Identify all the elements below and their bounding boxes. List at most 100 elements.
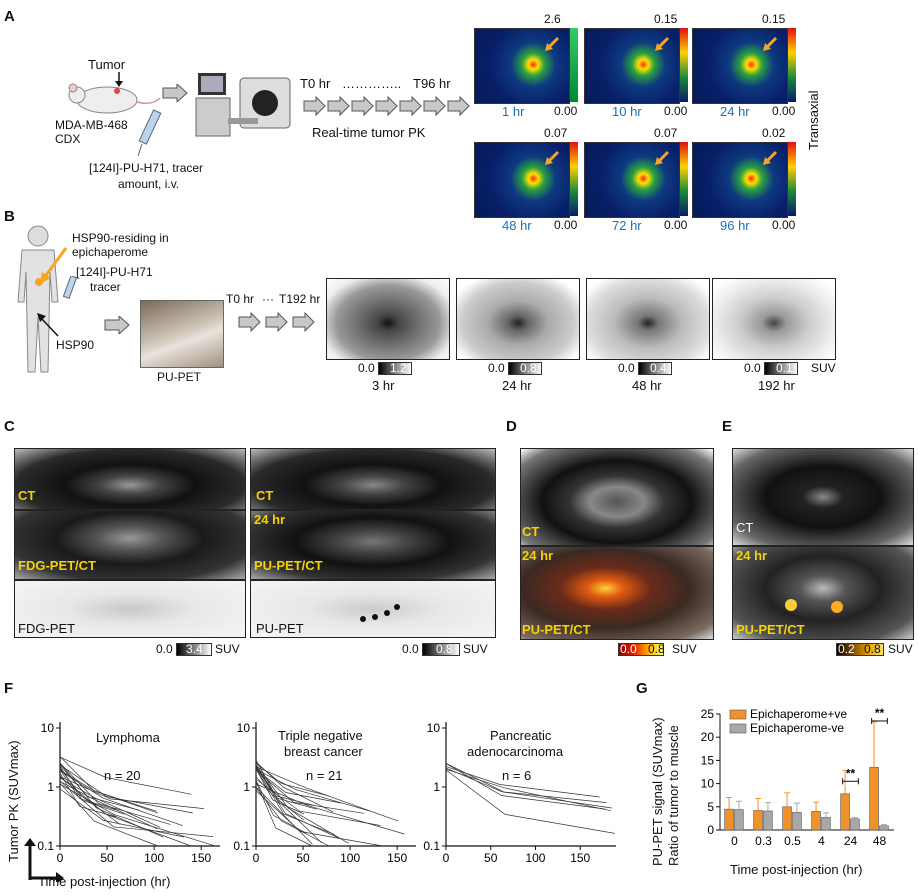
b-scan-min: 0.0: [488, 361, 505, 375]
f-plot3-title2: adenocarcinoma: [467, 744, 564, 759]
f-series-line: [255, 766, 317, 810]
a-scan-min: 0.00: [554, 218, 578, 232]
b-scan-scale-bar: [764, 362, 798, 375]
g-bar: [850, 818, 860, 831]
b-scan-min: 0.0: [744, 361, 761, 375]
b-time-end: T192 hr: [279, 292, 321, 306]
b-scan-scale-bar: [378, 362, 412, 375]
d-ct-image: [520, 448, 714, 546]
c-right-unit: SUV: [463, 642, 488, 656]
mouse-icon: [68, 83, 161, 114]
e-unit: SUV: [888, 642, 913, 656]
c-left-max: 3.4: [186, 642, 203, 656]
b-tracer-label-1: [124I]-PU-H71: [76, 265, 153, 279]
g-y-tick-label: 10: [701, 777, 715, 791]
f-series-line: [255, 768, 305, 815]
b-scan-time: 24 hr: [502, 378, 532, 393]
b-scan-time: 3 hr: [372, 378, 395, 393]
f-series-line: [59, 773, 117, 818]
pet-scanner-icon: [195, 73, 291, 137]
g-ylabel-2: Ratio of tumor to muscle: [666, 725, 681, 866]
f-series-line: [445, 767, 607, 803]
b-scan-scale-bar: [638, 362, 672, 375]
b-scan-image: [326, 278, 450, 360]
f-y-tick-label: 10: [237, 721, 251, 735]
g-bar: [792, 812, 802, 831]
g-ylabel-1: PU-PET signal (SUVmax): [650, 717, 665, 866]
b-epi-label-1: HSP90-residing in: [72, 231, 169, 245]
f-x-tick-label: 0: [57, 851, 64, 865]
e-time-label: 24 hr: [736, 548, 768, 563]
f-series-line: [59, 764, 193, 814]
g-bar: [763, 810, 773, 831]
c-left-fdg-pet-label: FDG-PET: [18, 621, 76, 636]
f-series-line: [255, 781, 313, 847]
f-series-line: [59, 756, 192, 795]
a-scan-min: 0.00: [772, 218, 796, 232]
c-left-fdg-petct-image: [14, 510, 246, 580]
b-scan-min: 0.0: [358, 361, 375, 375]
g-bar: [869, 767, 879, 831]
a-scan-min: 0.00: [772, 104, 796, 118]
e-min: 0.2: [838, 642, 855, 656]
g-y-tick-label: 5: [707, 800, 714, 814]
f-series-line: [255, 769, 370, 812]
f-plot3-title1: Pancreatic: [490, 728, 552, 743]
tracer-label-2: amount, i.v.: [118, 177, 180, 191]
f-series-line: [59, 788, 185, 838]
d-unit: SUV: [672, 642, 697, 656]
g-bar: [782, 806, 792, 831]
c-right-pu-pet-label: PU-PET: [256, 621, 304, 636]
f-series-line: [255, 790, 383, 847]
a-scan-arrow-icon: [763, 36, 778, 51]
f-series-line: [59, 776, 205, 809]
a-time-end: T96 hr: [413, 76, 451, 91]
c-left-ct-image: [14, 448, 246, 510]
c-left-fdg-pet-image: [14, 580, 246, 638]
e-ct-label: CT: [736, 520, 754, 535]
a-time-arrows-icon: [303, 96, 470, 116]
f-series-line: [59, 783, 159, 847]
g-x-tick-label: 0.5: [784, 834, 801, 848]
a-scan-arrow-icon: [545, 150, 560, 165]
a-scan-time: 1 hr: [502, 104, 525, 119]
g-legend-swatch: [729, 709, 747, 720]
c-right-pu-petct-label: PU-PET/CT: [254, 558, 323, 573]
f-y-tick-label: 1: [47, 780, 54, 794]
b-scan-max: 1.2: [390, 361, 407, 375]
f-x-tick-label: 150: [570, 851, 590, 865]
f-series-line: [255, 759, 322, 844]
a-scan-time: 72 hr: [612, 218, 642, 233]
b-hsp90-label: HSP90: [56, 338, 95, 352]
tracer-label-1: [124I]-PU-H71, tracer: [89, 161, 204, 175]
f-axis-arrows-icon: [24, 838, 64, 882]
f-series-line: [255, 768, 335, 835]
a-scan-min: 0.00: [664, 218, 688, 232]
f-y-tick-label: 10: [427, 721, 441, 735]
f-x-tick-label: 100: [340, 851, 360, 865]
a-pk-label: Real-time tumor PK: [312, 125, 426, 140]
syringe-icon: [137, 109, 162, 157]
b-pupet-label: PU-PET: [157, 370, 202, 384]
b-scan-image: [712, 278, 836, 360]
c-right-scale-bar: [422, 643, 460, 656]
panel-label-b: B: [4, 208, 15, 225]
e-max: 0.8: [864, 642, 881, 656]
g-legend-label: Epichaperome-ve: [750, 721, 844, 735]
panel-label-d: D: [506, 418, 517, 435]
b-epi-label-2: epichaperome: [72, 245, 149, 259]
a-scan-time: 96 hr: [720, 218, 750, 233]
a-time-dots: …………..: [342, 76, 402, 91]
f-y-tick-label: 1: [433, 780, 440, 794]
f-series-line: [59, 776, 192, 847]
f-series-line: [445, 768, 611, 812]
d-scale-bar: [618, 643, 664, 656]
a-scan-max: 0.07: [544, 126, 568, 140]
f-y-tick-label: 0.1: [233, 839, 250, 853]
a-scan-colorbar: [680, 28, 688, 102]
g-x-tick-label: 4: [818, 834, 825, 848]
b-scan-image: [586, 278, 710, 360]
d-max: 0.8: [648, 642, 665, 656]
panel-label-g: G: [636, 680, 648, 697]
